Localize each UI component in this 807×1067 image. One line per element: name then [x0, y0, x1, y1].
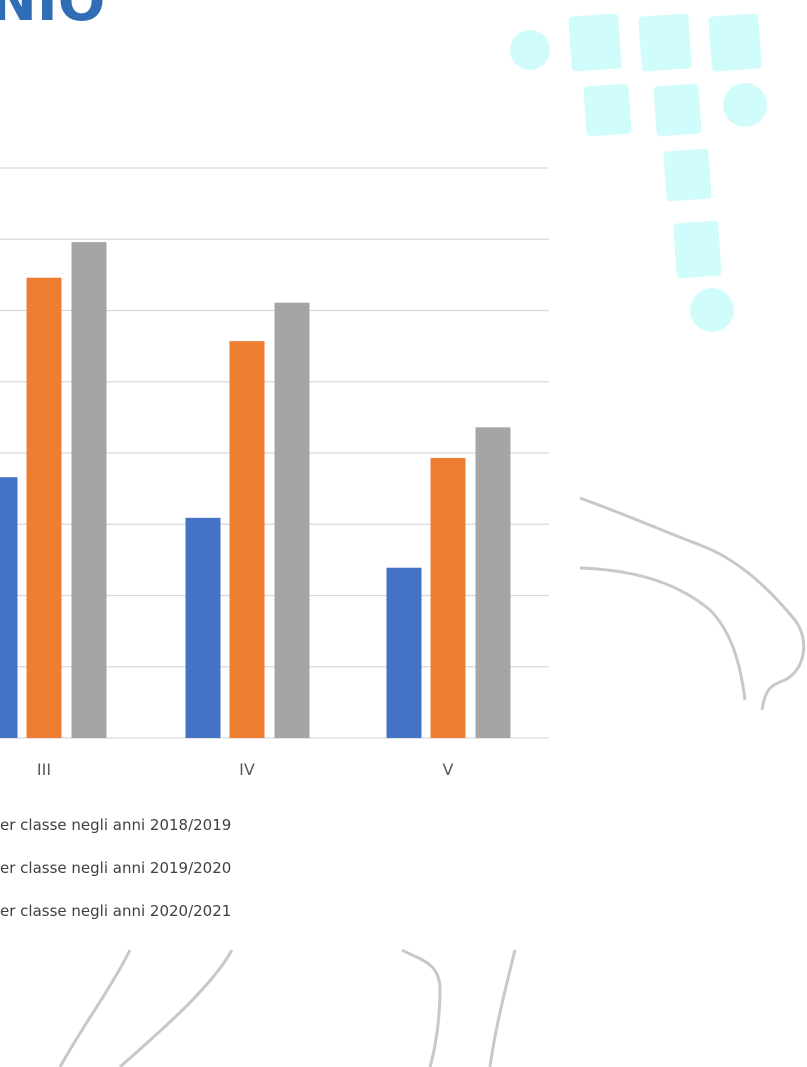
bar	[0, 477, 18, 738]
bar	[185, 517, 221, 738]
legend-label: er classe negli anni 2019/2020	[0, 859, 231, 877]
bar	[26, 277, 62, 738]
decoration-lines	[58, 496, 806, 1067]
legend-label: er classe negli anni 2020/2021	[0, 902, 231, 920]
decoration	[510, 13, 767, 332]
x-tick-label: V	[443, 760, 454, 779]
bar	[229, 341, 265, 738]
title: NIO	[0, 0, 105, 34]
x-tick-label: IV	[239, 760, 255, 779]
bar	[71, 242, 107, 738]
legend-label: er classe negli anni 2018/2019	[0, 816, 231, 834]
bar	[475, 427, 511, 738]
bar	[386, 567, 422, 738]
bar	[274, 302, 310, 738]
x-tick-label: III	[37, 760, 51, 779]
bar	[430, 457, 466, 738]
